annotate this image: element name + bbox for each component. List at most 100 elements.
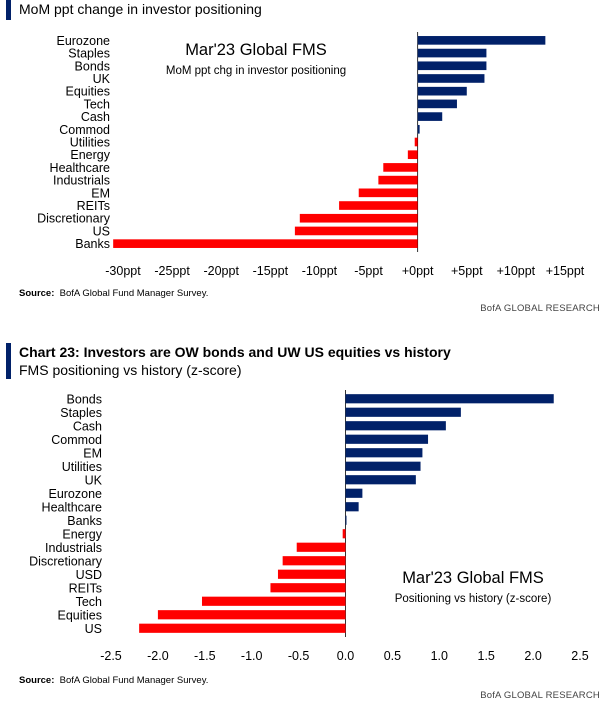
category-label: Healthcare — [50, 161, 110, 175]
x-tick-label: 1.0 — [431, 649, 448, 663]
category-label: EM — [83, 446, 102, 460]
bar-reits — [339, 201, 418, 210]
category-label: UK — [93, 72, 111, 86]
x-tick-label: 0.5 — [384, 649, 401, 663]
x-tick-label: -2.0 — [147, 649, 169, 663]
category-label: US — [93, 224, 110, 238]
bar-us — [139, 623, 346, 633]
category-label: Bonds — [67, 392, 102, 406]
category-label: Commod — [59, 123, 110, 137]
x-tick-label: 0.0 — [337, 649, 354, 663]
category-label: Eurozone — [48, 487, 102, 501]
bar-energy — [407, 150, 418, 160]
category-label: Bonds — [75, 59, 110, 73]
bar-energy — [342, 529, 346, 539]
category-label: Commod — [51, 433, 102, 447]
x-tick-label: -15ppt — [253, 264, 289, 278]
x-tick-label: -5ppt — [354, 264, 383, 278]
bar-bonds — [417, 61, 487, 71]
bar-utilities — [414, 137, 418, 147]
x-tick-label: 1.5 — [478, 649, 495, 663]
bar-industrials — [296, 542, 346, 552]
category-label: Eurozone — [56, 34, 110, 48]
x-tick-label: -1.0 — [241, 649, 263, 663]
category-label: USD — [76, 568, 102, 582]
bar-commod — [345, 434, 429, 444]
bar-equities — [157, 610, 346, 620]
accent-bar-top — [6, 0, 11, 20]
bar-discretionary — [282, 556, 346, 566]
source-note-bottom: Source: BofA Global Fund Manager Survey. — [19, 675, 208, 686]
category-label: Discretionary — [29, 554, 103, 568]
brand-top: BofA GLOBAL RESEARCH — [480, 303, 600, 314]
accent-bar-bottom — [6, 343, 11, 379]
category-label: EM — [91, 186, 110, 200]
category-label: Staples — [60, 406, 102, 420]
bar-staples — [417, 48, 487, 58]
category-label: Staples — [68, 47, 110, 61]
category-label: REITs — [69, 581, 102, 595]
x-tick-label: -25ppt — [154, 264, 190, 278]
source-text: BofA Global Fund Manager Survey. — [59, 288, 209, 299]
inset-title: Mar'23 Global FMS — [402, 569, 544, 587]
bar-uk — [417, 74, 485, 83]
bar-utilities — [345, 461, 421, 471]
category-label: Banks — [75, 237, 110, 251]
category-label: UK — [85, 473, 103, 487]
x-tick-label: +10ppt — [497, 264, 536, 278]
category-label: Healthcare — [42, 500, 102, 514]
category-label: Industrials — [45, 541, 102, 555]
bar-eurozone — [345, 488, 363, 498]
bar-banks — [345, 515, 347, 525]
inset-title: Mar'23 Global FMS — [185, 41, 327, 59]
bar-cash — [417, 112, 443, 121]
x-tick-label: -0.5 — [288, 649, 310, 663]
inset-subtitle: Positioning vs history (z-score) — [395, 593, 552, 605]
source-note-top: Source: BofA Global Fund Manager Survey. — [19, 288, 208, 299]
bar-usd — [277, 569, 346, 579]
bar-equities — [417, 86, 467, 96]
category-label: Cash — [81, 110, 110, 124]
x-tick-label: -10ppt — [302, 264, 338, 278]
bar-em — [345, 448, 423, 458]
category-label: Energy — [70, 148, 110, 162]
bar-bonds — [345, 394, 554, 404]
x-tick-label: 2.0 — [524, 649, 541, 663]
category-label: Industrials — [53, 174, 110, 188]
brand-bottom: BofA GLOBAL RESEARCH — [480, 690, 600, 701]
bar-healthcare — [345, 502, 359, 512]
bar-staples — [345, 407, 461, 417]
bar-em — [358, 188, 418, 198]
x-tick-label: +5ppt — [451, 264, 483, 278]
chart-bottom: BondsStaplesCashCommodEMUtilitiesUKEuroz… — [29, 390, 589, 663]
source-label: Source: — [19, 288, 55, 299]
category-label: Energy — [62, 527, 102, 541]
source-label: Source: — [19, 675, 55, 686]
bar-eurozone — [417, 36, 546, 45]
x-tick-label: -2.5 — [100, 649, 122, 663]
category-label: US — [85, 622, 102, 636]
inset-subtitle: MoM ppt chg in investor positioning — [166, 65, 346, 77]
bar-healthcare — [383, 163, 418, 172]
category-label: Utilities — [62, 460, 102, 474]
x-tick-label: -30ppt — [105, 264, 141, 278]
bar-banks — [113, 239, 418, 248]
bar-discretionary — [299, 213, 418, 223]
x-tick-label: -1.5 — [194, 649, 216, 663]
x-tick-label: +15ppt — [546, 264, 585, 278]
category-label: Cash — [73, 419, 102, 433]
category-label: Utilities — [70, 136, 110, 150]
bar-commod — [417, 124, 420, 134]
chart-title-bottom: Chart 23: Investors are OW bonds and UW … — [19, 344, 451, 360]
category-label: Equities — [58, 608, 102, 622]
x-tick-label: +0ppt — [402, 264, 434, 278]
source-text: BofA Global Fund Manager Survey. — [59, 675, 209, 686]
category-label: Discretionary — [37, 212, 111, 226]
bar-industrials — [378, 175, 418, 185]
bar-uk — [345, 475, 416, 485]
x-tick-label: -20ppt — [203, 264, 239, 278]
bar-cash — [345, 421, 446, 431]
category-label: Tech — [84, 97, 110, 111]
bar-tech — [417, 99, 457, 109]
bar-reits — [270, 583, 346, 593]
